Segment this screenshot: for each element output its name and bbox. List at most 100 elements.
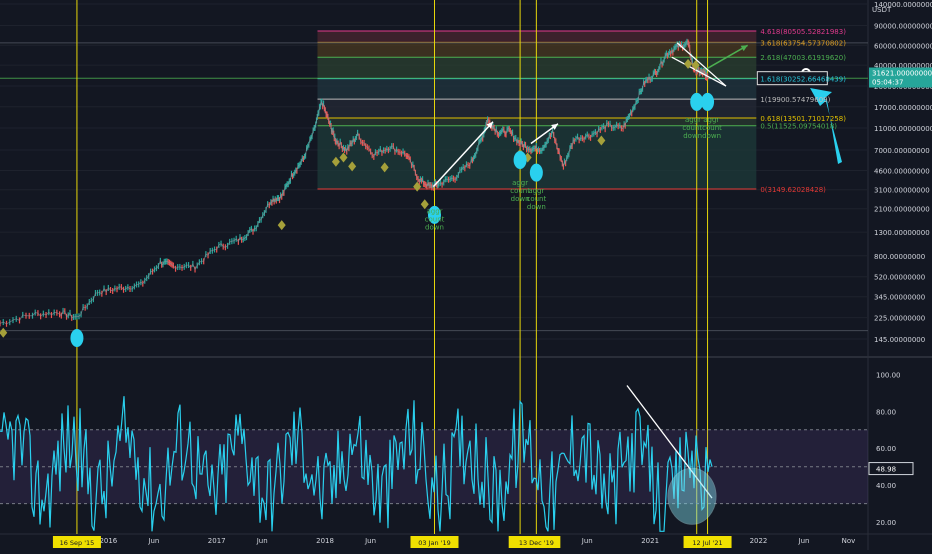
wedge-lower-line (671, 56, 727, 87)
fib-zone (317, 42, 757, 58)
annotation-line: count (526, 195, 546, 203)
annotation-line: aggr (528, 187, 544, 195)
time-axis-tick-label: Jun (364, 537, 376, 545)
fib-highlight-box (756, 71, 828, 86)
price-axis-tick-label: 140000.00000000 (874, 1, 932, 9)
big-cyan-arrow (810, 88, 842, 164)
wedge-upper-line (676, 42, 727, 87)
fib-level-label: 0(3149.62028428) (760, 186, 826, 194)
trend-arrow (432, 121, 494, 188)
highlighted-date-badge (52, 536, 101, 548)
signal-diamond (597, 135, 606, 146)
annotation-label: aggr count down (526, 187, 546, 211)
time-axis-tick-label: 2016 (99, 537, 117, 545)
annotation-line: down (511, 195, 530, 203)
highlighted-date-label: 12 Jul '21 (692, 539, 722, 547)
price-axis-tick-label: 1300.00000000 (874, 229, 930, 237)
annotation-line: aggr (426, 208, 442, 216)
fib-level-label: 1.618(30252.66468439) (760, 76, 846, 84)
osc-last-badge (868, 462, 914, 476)
highlighted-date-badge (410, 536, 459, 548)
osc-trend-line (626, 385, 713, 499)
signal-diamond (331, 156, 340, 167)
price-axis-tick-label: 40000.00000000 (874, 62, 932, 70)
price-axis-tick-label: 17000.00000000 (874, 104, 932, 112)
fib-zone (317, 99, 757, 119)
time-axis-tick-label: Nov (842, 537, 856, 545)
annotation-label: aggr count down (510, 179, 530, 203)
fib-level-label: 2.618(47003.61919620) (760, 54, 846, 62)
signal-ellipse (529, 163, 543, 182)
signal-ellipse (513, 151, 527, 170)
osc-axis-tick-label: 20.00 (876, 519, 896, 527)
osc-axis-tick-label: 60.00 (876, 445, 896, 453)
signal-ellipse (690, 92, 704, 111)
annotation-line: count (425, 216, 445, 224)
annotation-line: aggr (512, 179, 528, 187)
fib-zone (317, 30, 757, 43)
trend-arrow-head (486, 121, 494, 129)
annotation-line: down (527, 203, 546, 211)
signal-ellipse (70, 329, 84, 348)
signal-diamond (0, 327, 8, 338)
annotation-line: count (510, 187, 530, 195)
price-axis-tick-label: 90000.00000000 (874, 23, 932, 31)
signal-diamond (684, 58, 693, 69)
signal-diamond (420, 199, 429, 210)
signal-diamond (277, 220, 286, 231)
price-axis-tick-label: 345.00000000 (874, 294, 925, 302)
currency-label: USDT (872, 6, 892, 14)
signal-ellipse (428, 205, 442, 224)
fib-zone (317, 118, 757, 126)
price-axis-tick-label: 2100.00000000 (874, 206, 930, 214)
oscillator-line (0, 396, 713, 532)
breakout-arrow (703, 44, 749, 71)
fib-zone (317, 57, 757, 79)
time-axis-tick-label: 2018 (316, 537, 334, 545)
signal-ellipse (701, 92, 715, 111)
signal-diamond (413, 181, 422, 192)
fib-zone (317, 78, 757, 100)
osc-axis-tick-label: 40.00 (876, 482, 896, 490)
price-axis-tick-label: 7000.00000000 (874, 147, 930, 155)
osc-last-label: 48.98 (876, 466, 896, 474)
countdown-label: 05:04:37 (872, 79, 903, 87)
signal-diamond (348, 161, 357, 172)
last-price-badge (869, 67, 932, 88)
time-axis-tick-label: Jun (798, 537, 810, 545)
last-price-label: 31621.00000000 (872, 70, 932, 78)
annotation-label: aggr aggr countcount downdown (682, 116, 722, 140)
time-axis-tick-label: Jun (581, 537, 593, 545)
price-axis-tick-label: 800.00000000 (874, 253, 925, 261)
osc-axis-tick-label: 80.00 (876, 408, 896, 416)
osc-axis-tick-label: 100.00 (876, 371, 901, 379)
breakout-arrow-head (740, 45, 748, 52)
highlighted-date-label: 03 Jan '19 (418, 539, 450, 547)
price-axis-tick-label: 11000.00000000 (874, 125, 932, 133)
highlighted-date-label: 13 Dec '19 (519, 539, 554, 547)
trend-arrow-head (551, 123, 559, 130)
time-axis-tick-label: Jun (256, 537, 268, 545)
highlighted-date-badge (512, 536, 561, 548)
fib-level-label: 3.618(63754.57370802) (760, 39, 846, 47)
signal-diamond (339, 152, 348, 163)
time-axis-tick-label: Jun (147, 537, 159, 545)
time-axis-tick-label: 2022 (750, 537, 768, 545)
fib-level-label: 4.618(80505.52821983) (760, 28, 846, 36)
annotation-label: aggr count down (425, 208, 445, 232)
time-axis-tick-label: 2017 (208, 537, 226, 545)
fib-level-label: 0.618(13501.71017258) (760, 115, 846, 123)
price-axis-tick-label: 60000.00000000 (874, 42, 932, 50)
price-axis-tick-label: 225.00000000 (874, 315, 925, 323)
price-axis-tick-label: 3100.00000000 (874, 187, 930, 195)
price-axis-tick-label: 4600.00000000 (874, 167, 930, 175)
annotation-line: downdown (683, 132, 721, 140)
price-line (0, 41, 708, 325)
fib-level-label: 0.5(11525.09754018) (760, 123, 837, 131)
highlighted-date-badge (683, 536, 732, 548)
annotation-line: down (425, 224, 444, 232)
fib-level-label: 1(19900.57479609) (760, 96, 830, 104)
highlighted-date-label: 16 Sep '15 (60, 539, 95, 547)
